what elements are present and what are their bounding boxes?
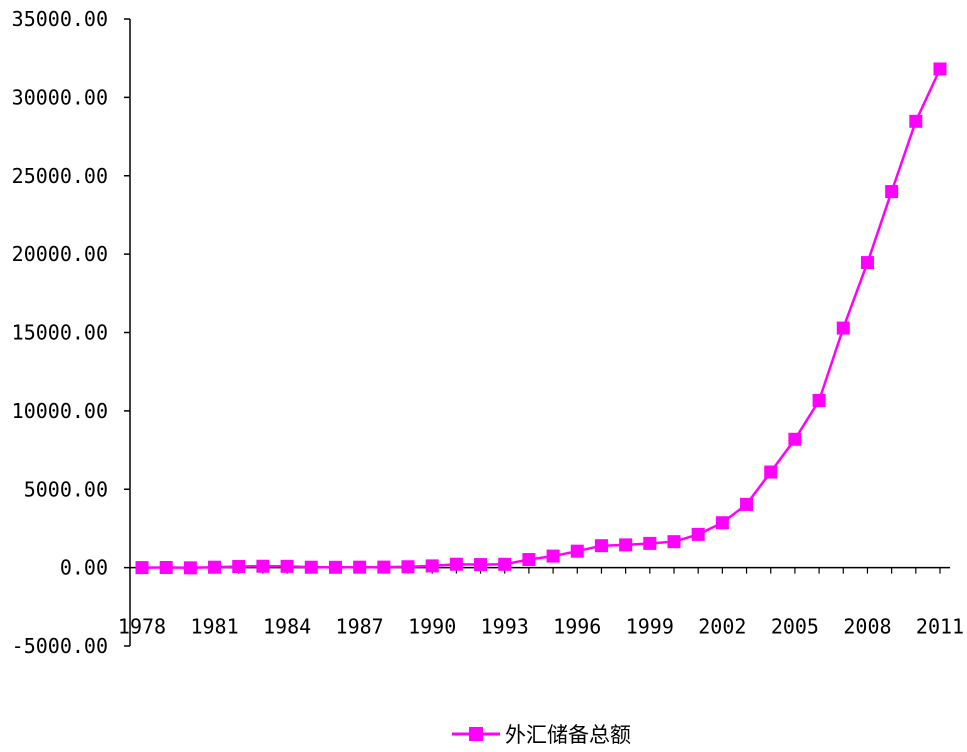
x-tick-label: 1990 [408,615,456,639]
legend-square-marker [469,727,483,741]
data-point-2007 [836,321,850,335]
data-point-2006 [812,393,826,407]
x-tick-label: 1981 [190,615,238,639]
data-point-1988 [377,560,391,574]
data-point-1996 [570,544,584,558]
data-point-1980 [183,561,197,575]
data-point-2011 [933,62,947,76]
data-point-1989 [401,560,415,574]
x-tick-label: 2011 [916,615,964,639]
data-point-1992 [474,558,488,572]
y-tick-label: 0.00 [60,556,108,580]
y-axis-ticks: 35000.00 30000.00 25000.00 20000.00 15000.00… [12,7,130,658]
x-axis-ticks: 1978 1981 1984 1987 1990 1993 1996 1999 2002 2005… [118,567,964,639]
data-point-2003 [740,497,754,511]
series-line [141,68,942,570]
x-tick-label: 2005 [771,615,819,639]
data-point-1983 [256,559,270,573]
data-point-1998 [619,538,633,552]
data-point-1990 [425,559,439,573]
data-point-1987 [353,560,367,574]
y-tick-label: 20000.00 [12,242,108,266]
data-point-1991 [449,557,463,571]
data-point-1978 [135,561,149,575]
data-point-2001 [691,527,705,541]
data-point-1993 [498,557,512,571]
data-point-1985 [304,560,318,574]
data-point-1979 [159,560,173,574]
data-point-1997 [594,539,608,553]
data-point-1986 [328,560,342,574]
x-tick-label: 1984 [263,615,311,639]
y-tick-label: 15000.00 [12,321,108,345]
data-point-2009 [885,185,899,199]
data-point-2010 [909,114,923,128]
data-points [135,62,947,575]
x-tick-label: 1999 [626,615,674,639]
x-tick-label: 2008 [843,615,891,639]
x-tick-label: 1978 [118,615,166,639]
data-point-2004 [764,465,778,479]
x-tick-label: 1993 [481,615,529,639]
y-tick-label: -5000.00 [12,634,108,658]
x-tick-label: 1996 [553,615,601,639]
data-point-1994 [522,553,536,567]
y-tick-label: 35000.00 [12,7,108,31]
data-point-2005 [788,432,802,446]
y-tick-label: 10000.00 [12,399,108,423]
data-point-2008 [860,256,874,270]
legend-label: 外汇储备总额 [505,723,631,747]
data-point-1999 [643,536,657,550]
data-point-1981 [208,560,222,574]
data-point-1984 [280,559,294,573]
x-tick-label: 2002 [698,615,746,639]
x-tick-label: 1987 [336,615,384,639]
legend: 外汇储备总额 [452,723,631,747]
data-point-2002 [715,516,729,530]
data-point-1995 [546,549,560,563]
y-tick-label: 5000.00 [24,477,108,501]
data-point-1982 [232,560,246,574]
y-tick-label: 25000.00 [12,164,108,188]
y-tick-label: 30000.00 [12,85,108,109]
data-point-2000 [667,535,681,549]
